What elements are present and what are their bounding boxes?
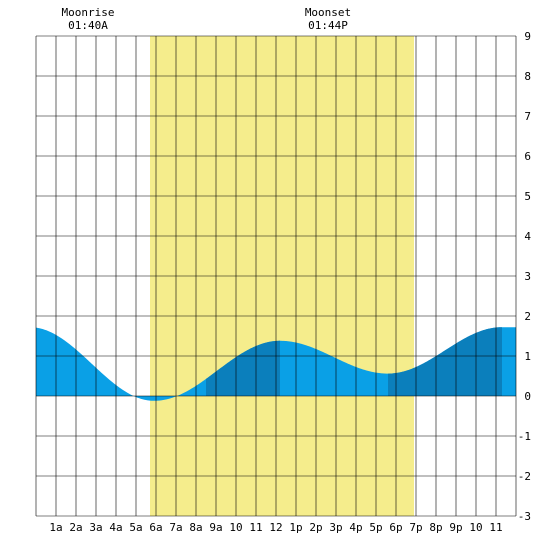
x-tick-label: 4a	[109, 521, 122, 534]
x-tick-label: 1p	[289, 521, 302, 534]
x-tick-label: 6p	[389, 521, 402, 534]
x-tick-label: 2a	[69, 521, 82, 534]
moon-event-time: 01:40A	[68, 19, 108, 32]
x-tick-label: 10	[469, 521, 482, 534]
x-tick-label: 8a	[189, 521, 202, 534]
x-tick-label: 5a	[129, 521, 142, 534]
x-tick-label: 11	[489, 521, 502, 534]
x-tick-label: 6a	[149, 521, 162, 534]
y-tick-label: 3	[524, 270, 531, 283]
y-tick-label: 1	[524, 350, 531, 363]
y-tick-label: 9	[524, 30, 531, 43]
moon-event-label: Moonset	[305, 6, 351, 19]
tide-shade-band-1	[388, 327, 502, 396]
y-tick-label: 7	[524, 110, 531, 123]
x-tick-label: 8p	[429, 521, 442, 534]
x-tick-label: 11	[249, 521, 262, 534]
y-tick-label: 8	[524, 70, 531, 83]
x-tick-label: 3p	[329, 521, 342, 534]
x-tick-label: 1a	[49, 521, 62, 534]
grid-layer	[35, 35, 517, 517]
moon-event-time: 01:44P	[308, 19, 348, 32]
x-tick-label: 5p	[369, 521, 382, 534]
x-tick-label: 4p	[349, 521, 362, 534]
y-tick-label: 4	[524, 230, 531, 243]
y-tick-label: 5	[524, 190, 531, 203]
y-tick-label: -2	[518, 470, 531, 483]
x-tick-label: 12	[269, 521, 282, 534]
x-tick-label: 2p	[309, 521, 322, 534]
tide-shade-band-0	[206, 340, 280, 396]
y-tick-label: -1	[518, 430, 531, 443]
y-tick-label: 2	[524, 310, 531, 323]
y-tick-label: -3	[518, 510, 531, 523]
x-tick-labels: 1a 2a 3a 4a 5a 6a 7a 8a 9a 10 11 12 1p 2p 3p 4p 5p 6p 7p 8p…	[49, 521, 502, 534]
y-tick-label: 6	[524, 150, 531, 163]
y-tick-labels: -3 -2 -1 0 1 2 3 4 5 6 7 8 9	[518, 30, 532, 523]
moon-event-label: Moonrise	[62, 6, 115, 19]
x-tick-label: 9a	[209, 521, 222, 534]
x-tick-label: 7a	[169, 521, 182, 534]
x-tick-label: 10	[229, 521, 242, 534]
x-tick-label: 3a	[89, 521, 102, 534]
x-tick-label: 9p	[449, 521, 462, 534]
x-tick-label: 7p	[409, 521, 422, 534]
y-tick-label: 0	[524, 390, 531, 403]
